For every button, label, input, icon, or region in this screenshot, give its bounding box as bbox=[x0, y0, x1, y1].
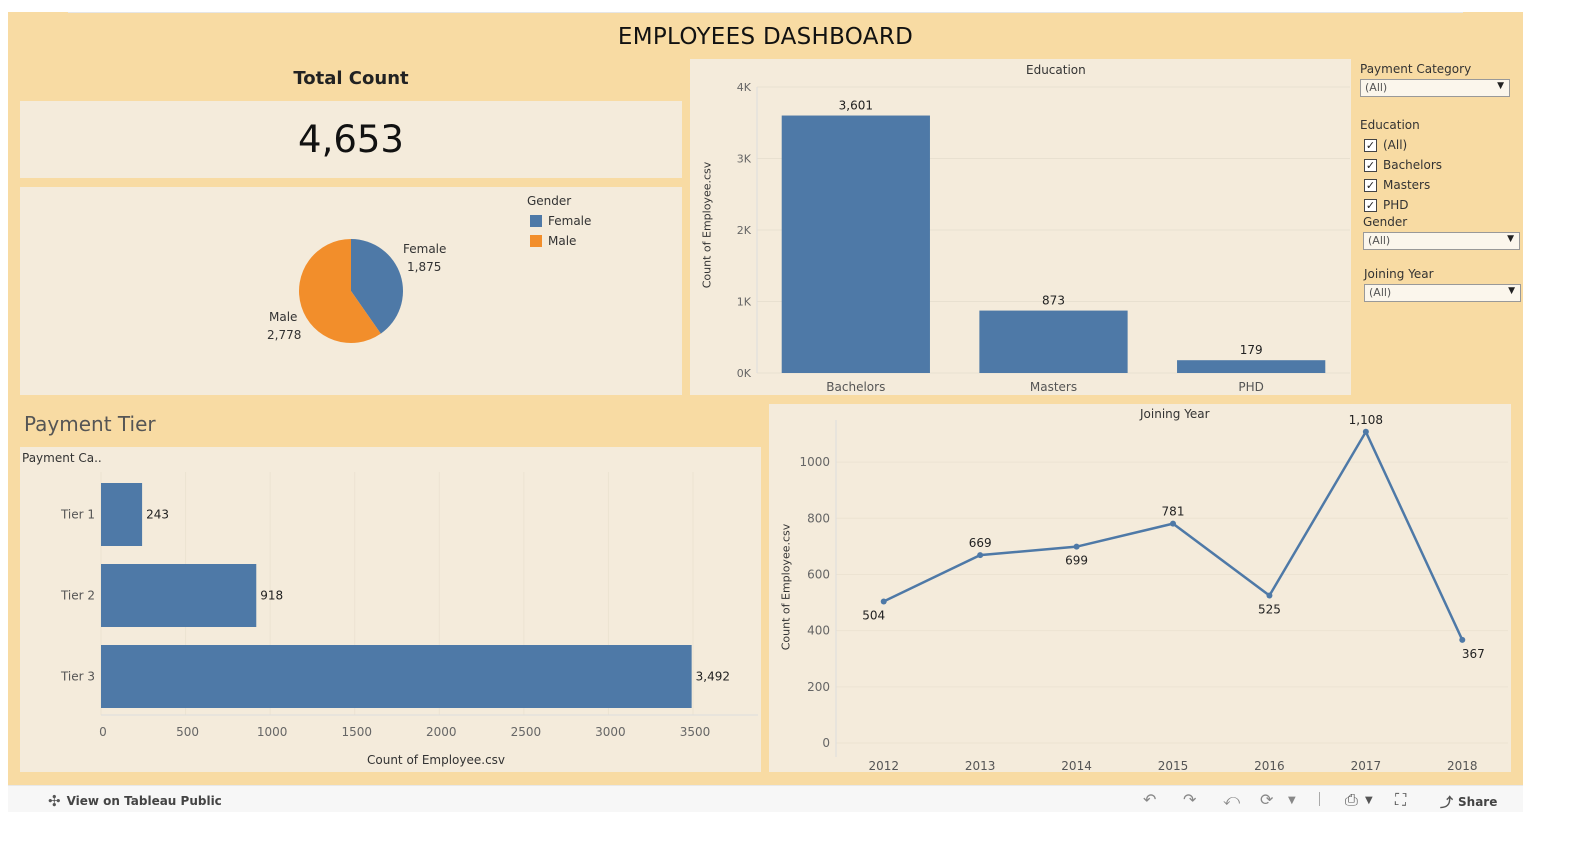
education-option-phd[interactable]: ✓ PHD bbox=[1364, 197, 1409, 213]
checkbox-checked-icon[interactable]: ✓ bbox=[1364, 178, 1377, 192]
gender-dropdown[interactable]: (All) ▼ bbox=[1363, 232, 1520, 250]
legend-label-female: Female bbox=[548, 214, 592, 228]
view-on-tableau-label: View on Tableau Public bbox=[66, 794, 222, 808]
education-chart-title: Education bbox=[1026, 63, 1086, 77]
pie-legend-title: Gender bbox=[527, 194, 572, 208]
refresh-icon[interactable]: ⟳ bbox=[1260, 790, 1274, 809]
chevron-down-icon: ▼ bbox=[1507, 234, 1514, 244]
chevron-down-icon[interactable]: ▼ bbox=[1288, 795, 1296, 806]
education-option-label: Bachelors bbox=[1383, 158, 1443, 172]
view-on-tableau-link[interactable]: ✣ View on Tableau Public bbox=[48, 792, 222, 810]
joining-year-chart-title: Joining Year bbox=[1140, 407, 1210, 421]
undo-icon[interactable]: ↶ bbox=[1143, 790, 1157, 809]
dashboard-title: EMPLOYEES DASHBOARD bbox=[617, 24, 914, 50]
legend-label-male: Male bbox=[548, 234, 577, 248]
education-y-axis-label: Count of Employee.csv bbox=[700, 161, 714, 289]
payment-tier-section-title: Payment Tier bbox=[24, 412, 156, 436]
download-icon[interactable]: ⎙ bbox=[1345, 790, 1358, 809]
legend-swatch-female bbox=[530, 215, 542, 227]
tableau-toolbar: ✣ View on Tableau Public ↶ ↷ ⤺ ⟳ ▼ ⎙ ▼ ⛶… bbox=[8, 785, 1523, 812]
education-option-all[interactable]: ✓ (All) bbox=[1364, 137, 1407, 153]
top-divider bbox=[68, 12, 1463, 13]
joining-year-dropdown-value: (All) bbox=[1369, 286, 1392, 299]
education-filter-title: Education bbox=[1360, 118, 1420, 132]
tableau-logo-icon: ✣ bbox=[48, 792, 61, 810]
pie-value-male: 2,778 bbox=[267, 328, 302, 342]
education-option-bachelors[interactable]: ✓ Bachelors bbox=[1364, 157, 1442, 173]
share-icon: ⤴ bbox=[1440, 796, 1454, 811]
payment-category-filter-title: Payment Category bbox=[1360, 62, 1472, 76]
checkbox-checked-icon[interactable]: ✓ bbox=[1364, 198, 1377, 212]
joining-year-panel[interactable] bbox=[769, 404, 1511, 772]
payment-tier-x-axis-label: Count of Employee.csv bbox=[367, 753, 506, 767]
redo-icon[interactable]: ↷ bbox=[1183, 790, 1197, 809]
revert-icon[interactable]: ⤺ bbox=[1223, 790, 1241, 809]
payment-tier-panel[interactable] bbox=[20, 447, 761, 772]
payment-tier-column-header: Payment Ca.. bbox=[22, 451, 102, 465]
legend-swatch-male bbox=[530, 235, 542, 247]
chevron-down-icon: ▼ bbox=[1497, 81, 1504, 91]
checkbox-checked-icon[interactable]: ✓ bbox=[1364, 138, 1377, 152]
gender-dropdown-value: (All) bbox=[1368, 234, 1391, 247]
joining-year-y-axis-label: Count of Employee.csv bbox=[779, 523, 793, 651]
payment-category-dropdown-value: (All) bbox=[1365, 81, 1388, 94]
share-button[interactable]: ⤴ Share bbox=[1440, 792, 1498, 812]
pie-value-female: 1,875 bbox=[407, 260, 442, 274]
total-count-title: Total Count bbox=[293, 68, 409, 89]
toolbar-divider bbox=[1319, 792, 1320, 806]
chevron-down-icon: ▼ bbox=[1508, 286, 1515, 296]
education-option-masters[interactable]: ✓ Masters bbox=[1364, 177, 1430, 193]
joining-year-dropdown[interactable]: (All) ▼ bbox=[1364, 284, 1521, 302]
checkbox-checked-icon[interactable]: ✓ bbox=[1364, 158, 1377, 172]
total-count-panel bbox=[20, 101, 682, 178]
education-option-label: (All) bbox=[1383, 138, 1408, 152]
education-option-label: Masters bbox=[1383, 178, 1431, 192]
total-count-value: 4,653 bbox=[298, 118, 404, 161]
gender-filter-title: Gender bbox=[1363, 215, 1408, 229]
fullscreen-icon[interactable]: ⛶ bbox=[1395, 790, 1407, 809]
pie-legend-item-male[interactable]: Male bbox=[530, 234, 576, 248]
pie-label-male: Male bbox=[269, 310, 298, 324]
payment-category-dropdown[interactable]: (All) ▼ bbox=[1360, 79, 1510, 97]
joining-year-filter-title: Joining Year bbox=[1364, 267, 1434, 281]
chevron-down-icon[interactable]: ▼ bbox=[1365, 795, 1373, 806]
education-option-label: PHD bbox=[1383, 198, 1409, 212]
pie-label-female: Female bbox=[403, 242, 447, 256]
share-label: Share bbox=[1458, 794, 1498, 809]
pie-legend-item-female[interactable]: Female bbox=[530, 214, 591, 228]
education-chart-panel[interactable] bbox=[690, 59, 1351, 395]
